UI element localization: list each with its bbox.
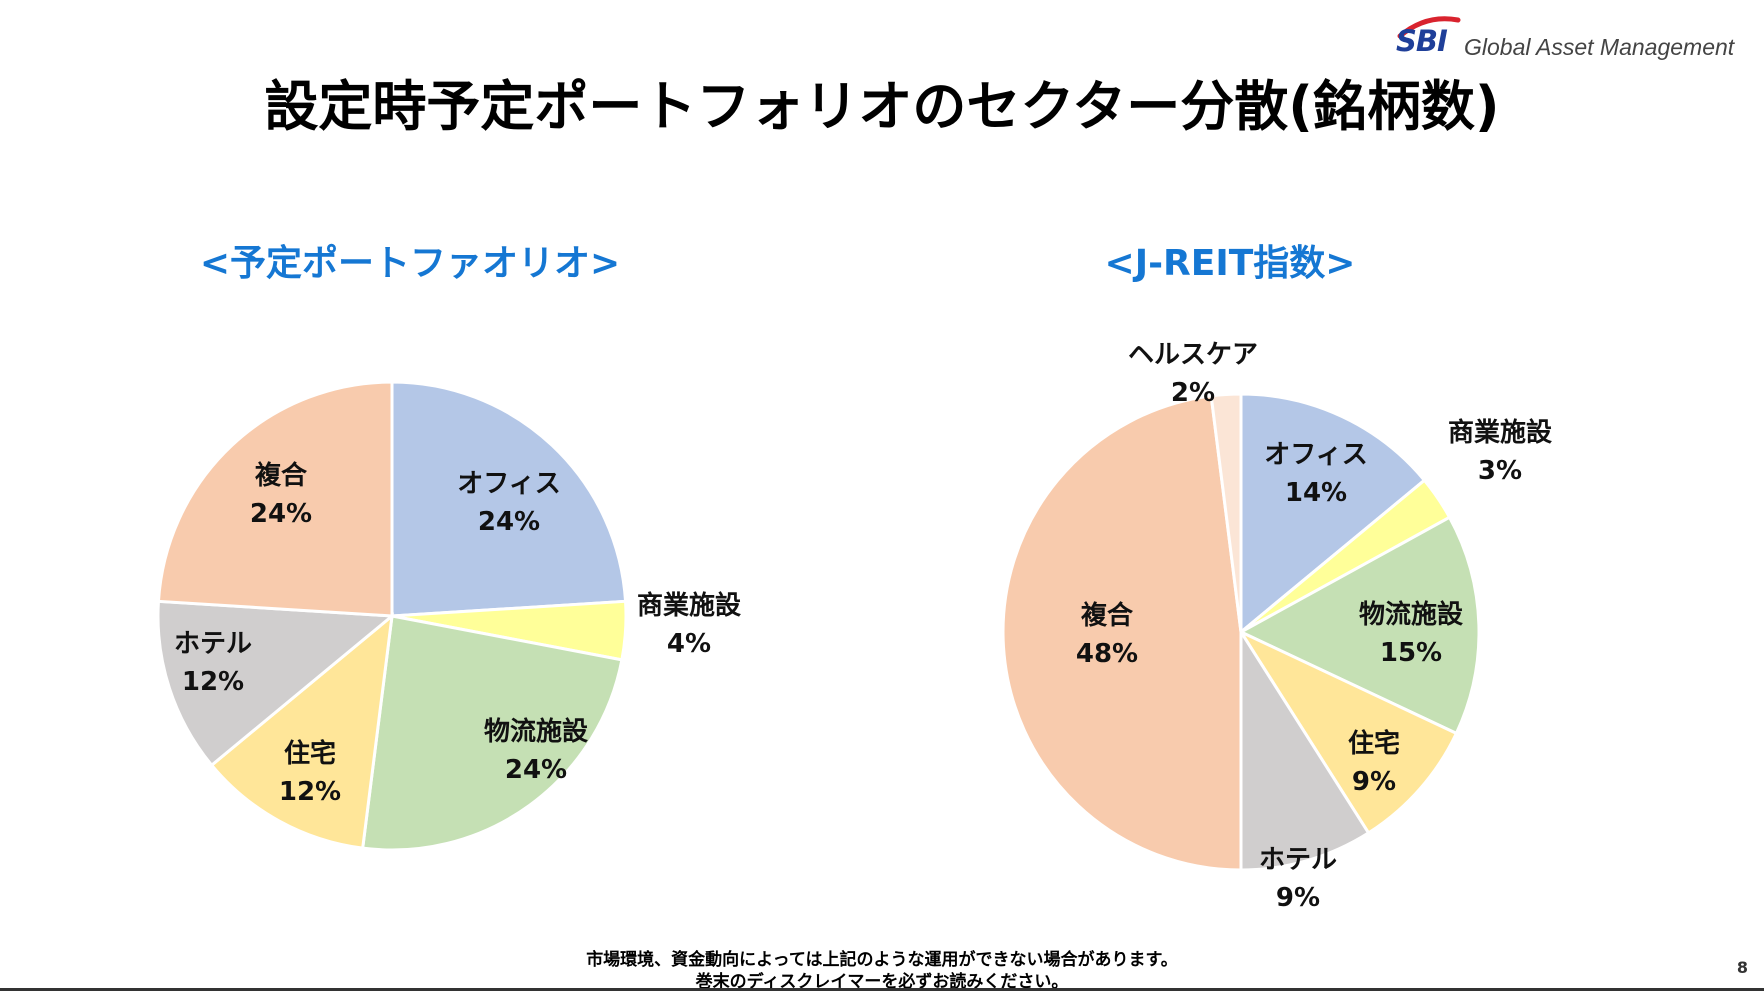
slice-value-label: 9% [1352,767,1396,797]
chart-title-jreit: <J-REIT指数> [1104,243,1356,284]
pie-slice [390,380,628,618]
bottom-divider [0,988,1764,991]
pie-slice [1239,392,1427,636]
page-number: 8 [1736,958,1748,977]
slice-label: オフィス [1264,440,1367,470]
slice-label: ヘルスケア [1128,340,1258,370]
logo-text: Global Asset Management [1464,34,1735,60]
pie-slice [1209,392,1243,633]
footer-note-2: 巻末のディスクレイマーを必ずお読みください。 [695,972,1069,992]
slice-label: 物流施設 [1359,599,1464,630]
slice-label: オフィス [457,469,560,499]
slice-label: 住宅 [284,738,336,769]
pie-slice [1001,394,1243,872]
slice-value-label: 48% [1076,639,1138,669]
pie-chart-portfolio: オフィス 24% 商業施設 4% 物流施設 24% 住宅 12% ホテル 12% 複合 24% [156,380,742,852]
company-logo: SBI Global Asset Management [1396,14,1756,64]
slice-value-label: 14% [1285,478,1347,508]
pie-slice [1236,628,1459,836]
slice-value-label: 24% [505,755,567,785]
logo-mark: SBI [1396,24,1448,58]
slice-label: 物流施設 [484,716,589,747]
slice-value-label: 24% [478,507,540,537]
logo-swoosh-icon [1397,16,1461,39]
pie-slice [156,599,396,768]
pie-slice [209,612,394,850]
slice-value-label: 15% [1380,638,1442,668]
page-title: 設定時予定ポートフォリオのセクター分散(銘柄数) [264,75,1500,138]
slice-label: 複合 [1081,600,1134,631]
chart-title-portfolio: <予定ポートファオリオ> [199,243,621,284]
pie-slice [1239,626,1371,872]
slice-value-label: 12% [279,777,341,807]
slice-value-label: 3% [1478,456,1522,486]
pie-slice [1237,515,1481,736]
slice-value-label: 2% [1171,378,1215,408]
slice-value-label: 12% [182,667,244,697]
slice-label: ホテル [1259,845,1337,875]
pie-slice [156,380,394,618]
slice-value-label: 9% [1276,883,1320,913]
slice-label: 商業施設 [1448,417,1553,448]
slice-label: 複合 [255,460,308,491]
slice-value-label: 24% [250,499,312,529]
pie-chart-jreit: オフィス 14% 商業施設 3% 物流施設 15% 住宅 9% ホテル 9% 複合 48% ヘルスケア 2… [1001,340,1553,913]
slice-value-label: 4% [667,629,711,659]
slice-label: 商業施設 [637,590,742,621]
slice-label: 住宅 [1348,728,1400,759]
footer-note-1: 市場環境、資金動向によっては上記のような運用ができない場合があります。 [586,950,1178,970]
pie-slice [360,614,624,852]
slice-label: ホテル [174,629,252,659]
